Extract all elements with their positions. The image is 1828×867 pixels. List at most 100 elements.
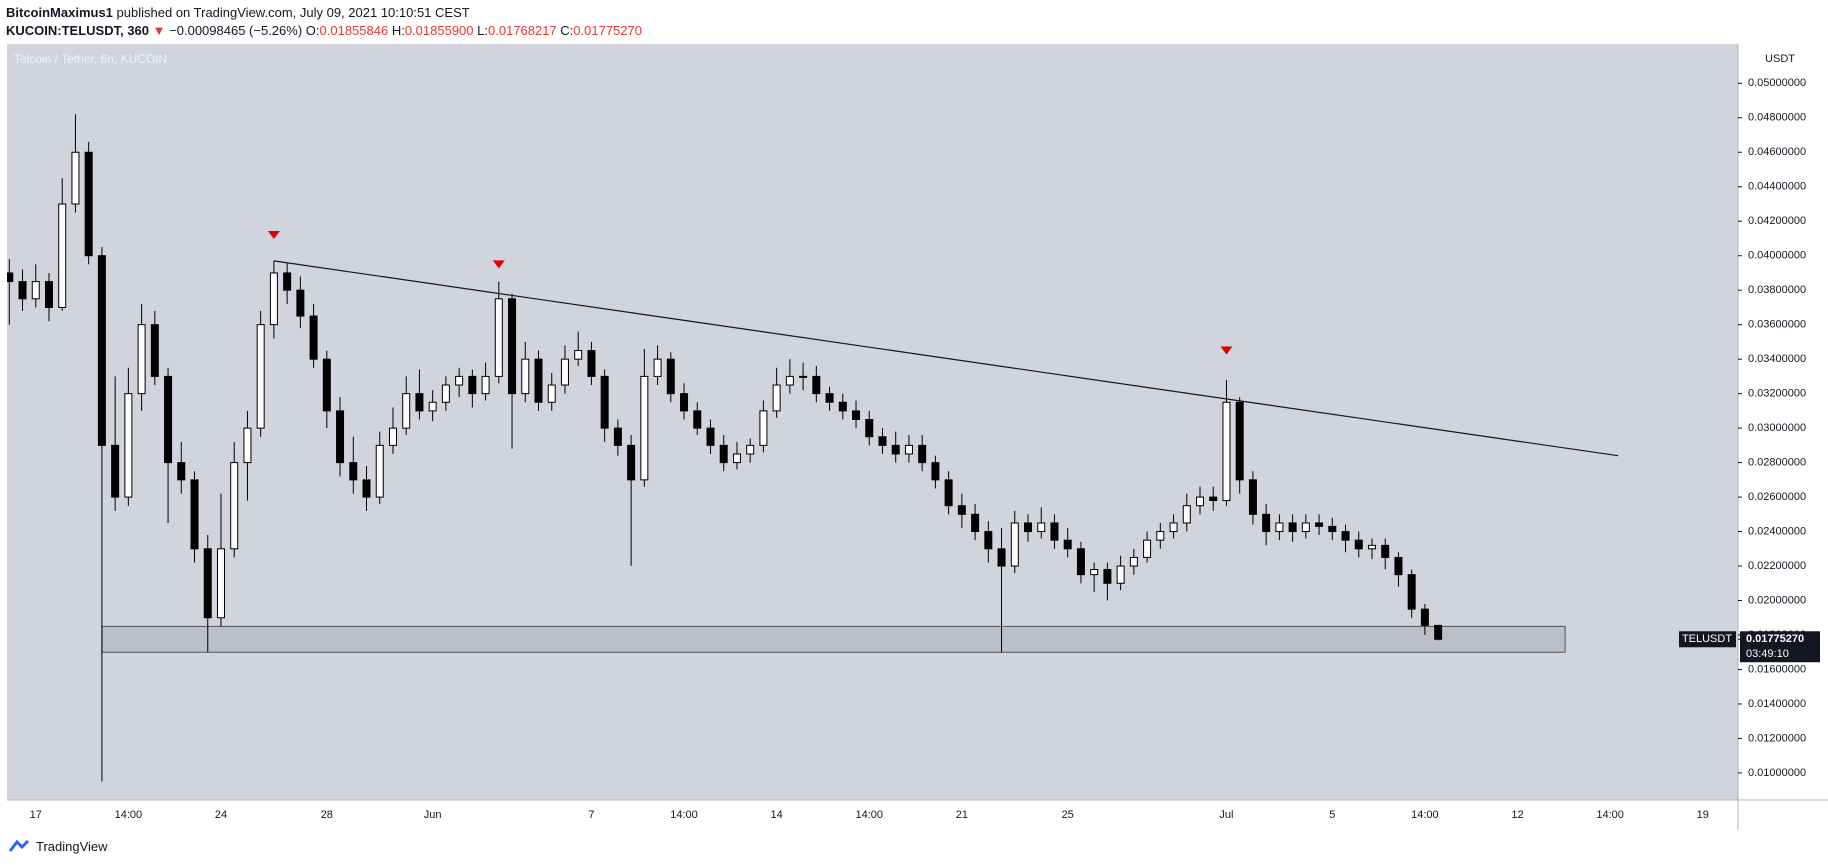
candle-body <box>1275 522 1284 533</box>
candle-body <box>203 548 212 619</box>
candle-body <box>931 462 940 481</box>
top-marker <box>1220 346 1233 355</box>
author[interactable]: BitcoinMaximus1 <box>6 5 113 20</box>
candle-body <box>375 444 384 498</box>
down-arrow: ▼ <box>152 23 166 38</box>
candle-body <box>216 548 225 619</box>
candle-body <box>1196 496 1204 507</box>
candle-body <box>1156 531 1165 541</box>
symbol: KUCOIN:TELUSDT, 360 <box>6 23 150 38</box>
candle-body <box>508 298 517 395</box>
y-tick-label: 0.02800000 <box>1748 457 1806 469</box>
plot <box>7 114 1619 782</box>
candle-body <box>719 444 728 464</box>
x-tick-label: 14:00 <box>1411 809 1439 821</box>
candle-body <box>878 436 887 446</box>
brand[interactable]: TradingView <box>36 838 108 854</box>
candle-body <box>1288 522 1297 533</box>
x-tick-label: 14:00 <box>1596 809 1624 821</box>
high-label: H: <box>391 23 405 38</box>
candle-body <box>1182 505 1191 524</box>
candle-body <box>825 393 834 403</box>
candle-body <box>336 410 345 464</box>
candle-body <box>799 375 808 378</box>
candle-body <box>428 401 437 412</box>
candle-body <box>521 358 530 395</box>
candle-body <box>1076 548 1085 576</box>
candle-body <box>1328 525 1337 533</box>
candle-body <box>653 358 662 377</box>
x-tick-label: Jul <box>1219 809 1233 821</box>
candle-body <box>957 505 966 515</box>
candle-body <box>309 315 318 360</box>
candle-body <box>904 444 913 455</box>
candle-body <box>137 324 146 395</box>
published: published on TradingView.com, July 09, 2… <box>116 5 470 20</box>
y-tick-label: 0.04000000 <box>1748 250 1806 262</box>
top-marker <box>492 260 505 269</box>
candle-body <box>997 548 1006 567</box>
countdown: 03:49:10 <box>1746 648 1789 660</box>
candle-body <box>693 410 702 429</box>
x-tick-label: 7 <box>588 809 594 821</box>
candle-body <box>534 358 543 403</box>
candle-body <box>481 375 490 395</box>
candle-body <box>455 375 464 386</box>
candle-body <box>613 427 622 446</box>
candle-body <box>97 255 106 446</box>
candle-body <box>415 393 424 412</box>
candle-body <box>852 410 861 421</box>
y-tick-label: 0.03400000 <box>1748 353 1806 365</box>
candle-body <box>402 393 411 429</box>
candle-body <box>1434 624 1443 640</box>
candle-body <box>984 531 993 550</box>
candle-body <box>865 419 874 438</box>
high: 0.01855900 <box>404 23 474 38</box>
candle-body <box>666 358 675 395</box>
change: −0.00098465 (−5.26%) <box>169 23 303 38</box>
candle-body <box>468 375 477 395</box>
candle-body <box>31 281 40 300</box>
open: 0.01855846 <box>319 23 389 38</box>
candle-body <box>1341 531 1350 541</box>
candle-body <box>124 393 133 498</box>
candle-body <box>838 401 847 412</box>
y-tick-label: 0.04800000 <box>1748 112 1806 124</box>
y-tick-label: 0.03600000 <box>1748 319 1806 331</box>
candle-body <box>1407 574 1416 610</box>
candle-body <box>1222 401 1231 502</box>
candle-body <box>746 444 755 455</box>
y-tick-label: 0.01400000 <box>1748 698 1806 710</box>
candle-body <box>759 410 768 446</box>
candle-body <box>1090 568 1099 576</box>
footer: TradingView <box>8 838 108 854</box>
candle-body <box>1050 522 1059 541</box>
candle-body <box>58 203 67 308</box>
candle-body <box>283 272 292 291</box>
candle-body <box>296 289 305 317</box>
candle-body <box>388 427 397 446</box>
candle-body <box>971 513 980 533</box>
candle-body <box>84 151 93 257</box>
y-tick-label: 0.04400000 <box>1748 181 1806 193</box>
y-tick-label: 0.02000000 <box>1748 594 1806 606</box>
symbol-tag-label: TELUSDT <box>1682 633 1732 645</box>
candle-body <box>1301 522 1310 533</box>
candle-body <box>1024 522 1033 533</box>
candle-body <box>1367 544 1376 550</box>
candle-body <box>71 151 80 205</box>
candle-body <box>177 462 186 481</box>
candle-body <box>706 427 715 446</box>
candle-body <box>680 393 689 412</box>
x-tick-label: 14:00 <box>855 809 883 821</box>
candle-body <box>349 462 358 481</box>
candle-body <box>891 444 900 455</box>
candle-body <box>44 281 53 308</box>
candle-body <box>732 453 741 464</box>
candle-body <box>640 375 649 481</box>
x-tick-label: 5 <box>1329 809 1335 821</box>
publish-line: BitcoinMaximus1 published on TradingView… <box>6 4 642 22</box>
x-tick-label: 17 <box>30 809 42 821</box>
low-label: L: <box>477 23 488 38</box>
